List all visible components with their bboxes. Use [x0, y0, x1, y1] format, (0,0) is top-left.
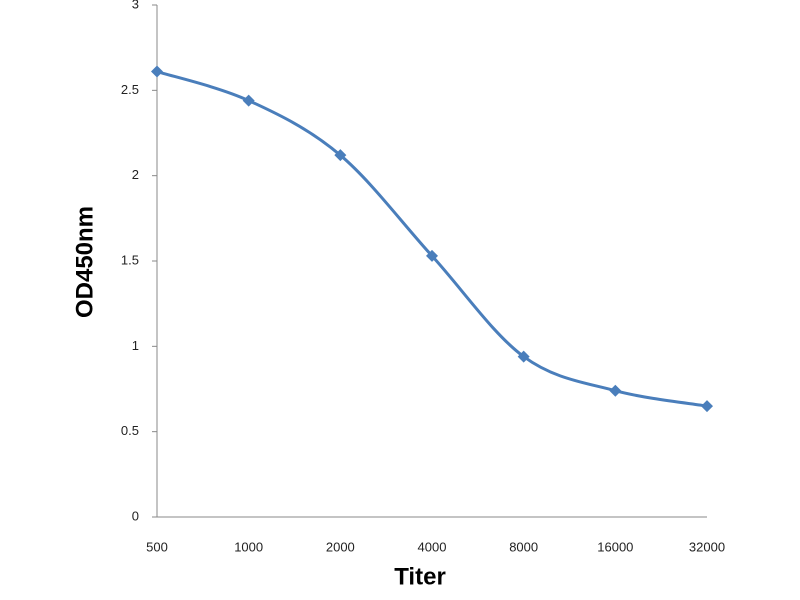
- x-tick-label: 16000: [597, 539, 633, 554]
- y-tick-label: 0.5: [121, 423, 139, 438]
- x-tick-label: 8000: [509, 539, 538, 554]
- data-point: [242, 94, 255, 107]
- y-tick-label: 1: [132, 338, 139, 353]
- data-point: [517, 350, 530, 363]
- y-tick-label: 2.5: [121, 82, 139, 97]
- x-axis-title: Titer: [394, 563, 446, 590]
- x-tick-label: 500: [146, 539, 168, 554]
- x-tick-label: 2000: [326, 539, 355, 554]
- data-point: [426, 249, 438, 262]
- data-point: [334, 149, 347, 162]
- x-tick-label: 1000: [234, 539, 263, 554]
- data-point: [151, 65, 163, 78]
- data-point: [701, 400, 713, 413]
- x-tick-label: 32000: [689, 539, 725, 554]
- y-axis-title: OD450nm: [71, 206, 98, 318]
- y-tick-label: 2: [132, 167, 139, 182]
- data-line: [156, 70, 708, 408]
- x-tick-label: 4000: [418, 539, 447, 554]
- data-point: [609, 384, 622, 397]
- y-tick-label: 0: [132, 508, 139, 523]
- y-tick-label: 3: [132, 0, 139, 11]
- y-tick-label: 1.5: [121, 252, 139, 267]
